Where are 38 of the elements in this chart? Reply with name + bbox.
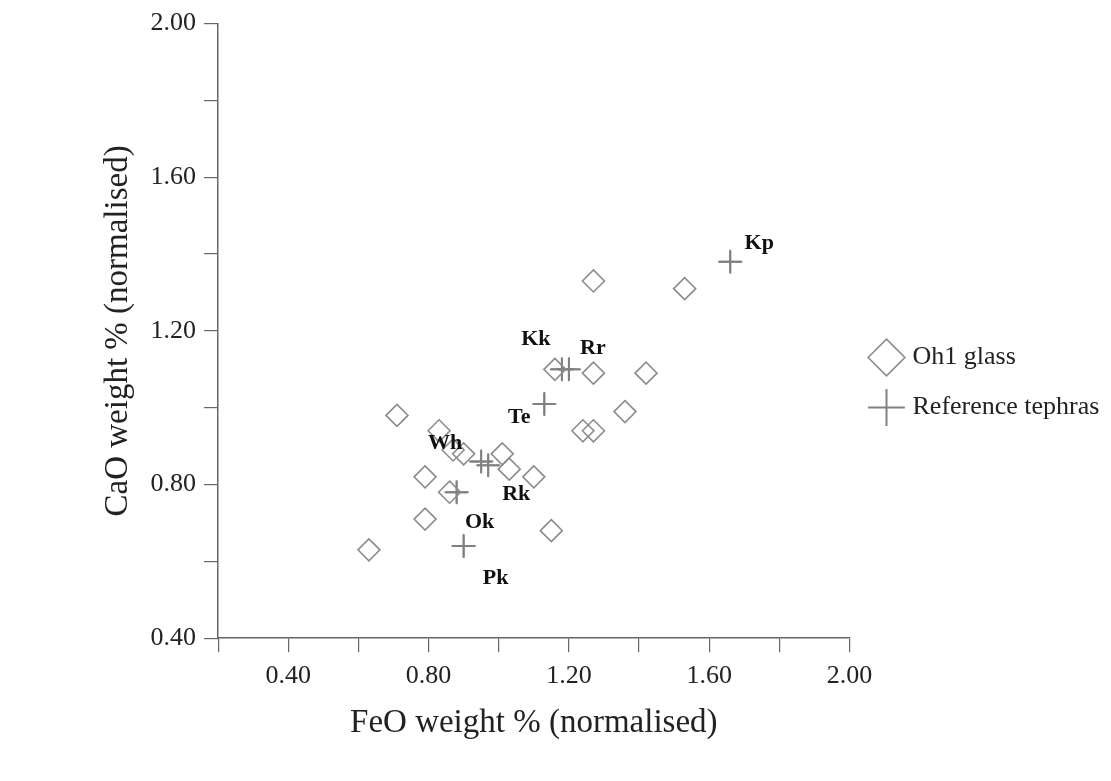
point [672, 276, 697, 301]
y-axis-title: CaO weight % (normalised) [98, 145, 136, 517]
point [634, 361, 658, 385]
annotation: Kp [744, 229, 774, 255]
point [385, 403, 409, 428]
point [581, 418, 606, 443]
annotation: Pk [482, 563, 510, 589]
annotation: Kk [521, 325, 552, 350]
point [497, 457, 522, 481]
y-tick-label: 1.20 [150, 314, 197, 344]
x-tick-label: 2.00 [826, 659, 873, 689]
annotation: Wh [428, 429, 463, 455]
point [539, 518, 564, 543]
point [490, 442, 515, 466]
annotation: Rk [502, 480, 532, 506]
point [581, 269, 606, 293]
x-tick-label: 1.60 [686, 659, 732, 689]
x-tick-label: 1.20 [546, 659, 592, 689]
y-tick-label: 0.40 [150, 622, 197, 652]
point [543, 357, 567, 382]
point [613, 399, 637, 424]
y-tick-label: 1.60 [150, 161, 197, 191]
annotation: Rr [580, 334, 606, 359]
x-tick-label: 0.40 [265, 659, 312, 689]
point [413, 465, 437, 489]
point [357, 538, 381, 562]
point [437, 480, 462, 505]
annotation: Te [508, 402, 531, 428]
y-tick-label: 2.00 [150, 7, 197, 37]
legend-label: Oh1 glass [912, 341, 1016, 371]
annotation: Ok [464, 507, 496, 533]
x-tick-label: 0.80 [405, 659, 452, 689]
point [581, 361, 606, 385]
legend-label: Reference tephras [912, 391, 1100, 421]
point [413, 507, 437, 531]
y-tick-label: 0.80 [150, 468, 197, 498]
x-axis-title: FeO weight % (normalised) [350, 702, 718, 740]
point [571, 418, 595, 443]
